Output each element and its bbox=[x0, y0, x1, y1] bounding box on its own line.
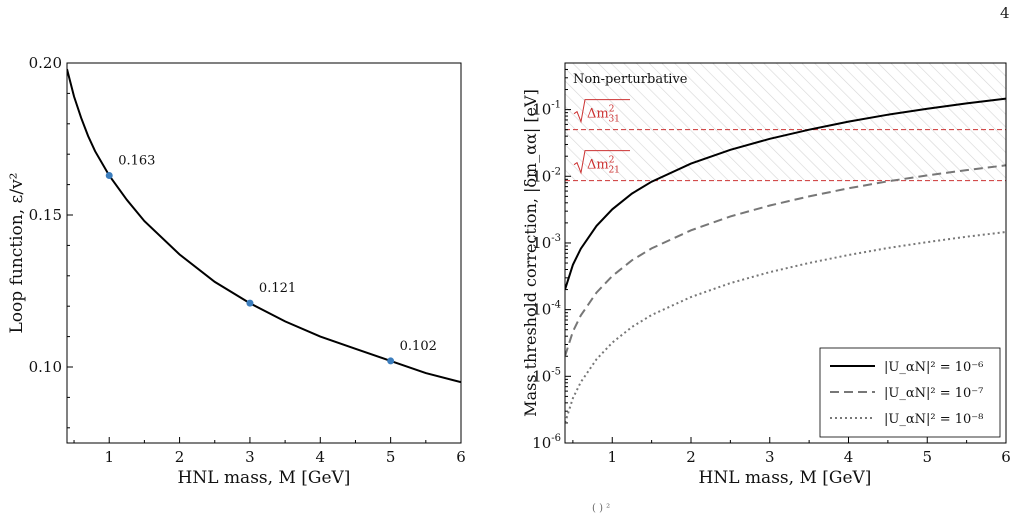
right-y-tick-exponent: -3 bbox=[551, 233, 561, 244]
neutrino-mass-label: Δm2 31 bbox=[587, 105, 620, 125]
page-number: 4 bbox=[1000, 4, 1010, 22]
left-y-tick-label: 0.10 bbox=[29, 358, 62, 376]
mixing-series-curve bbox=[565, 97, 1006, 290]
right-x-tick-label: 4 bbox=[844, 448, 854, 466]
right-y-tick-exponent: -2 bbox=[551, 166, 561, 177]
label-subscript: 21 bbox=[608, 166, 619, 176]
label-subscript: 31 bbox=[608, 115, 619, 125]
left-x-tick-label: 5 bbox=[386, 448, 396, 466]
neutrino-mass-label: Δm2 21 bbox=[587, 156, 620, 176]
left-plot-frame bbox=[66, 62, 462, 444]
left-y-tick-label: 0.20 bbox=[29, 54, 62, 72]
right-y-tick-exponent: -6 bbox=[551, 433, 561, 444]
data-point-marker bbox=[387, 357, 395, 365]
data-point-label: 0.102 bbox=[400, 339, 437, 354]
right-x-tick-label: 6 bbox=[1001, 448, 1011, 466]
legend-label: |U_αN|² = 10⁻⁸ bbox=[884, 412, 983, 427]
left-x-axis-label: HNL mass, M [GeV] bbox=[178, 468, 351, 488]
right-x-tick-label: 5 bbox=[922, 448, 932, 466]
left-y-tick-label: 0.15 bbox=[29, 206, 62, 224]
loop-function-chart: 1 2 3 4 5 6 0.10 0.15 0.20 0.163 0.121 0.102 HNL m… bbox=[7, 54, 466, 488]
legend-label: |U_αN|² = 10⁻⁶ bbox=[884, 360, 983, 375]
legend-label: |U_αN|² = 10⁻⁷ bbox=[884, 386, 983, 401]
left-x-tick-label: 6 bbox=[456, 448, 466, 466]
left-x-tick-label: 1 bbox=[104, 448, 114, 466]
left-x-tick-label: 4 bbox=[316, 448, 326, 466]
data-point-label: 0.121 bbox=[259, 281, 296, 296]
loop-function-curve bbox=[67, 68, 461, 384]
label-superscript: 2 bbox=[609, 105, 615, 115]
right-x-tick-label: 3 bbox=[765, 448, 775, 466]
right-x-axis-label: HNL mass, M [GeV] bbox=[699, 468, 872, 488]
right-y-axis-label: Mass threshold correction, |δm_αα| [eV] bbox=[521, 89, 540, 417]
radical-sign bbox=[573, 99, 630, 124]
non-perturbative-label: Non-perturbative bbox=[573, 72, 688, 87]
right-x-tick-label: 1 bbox=[607, 448, 617, 466]
legend: |U_αN|² = 10⁻⁶ |U_αN|² = 10⁻⁷ |U_αN|² = 10… bbox=[819, 347, 1001, 438]
mixing-series-curve bbox=[565, 231, 1006, 424]
left-x-tick-label: 3 bbox=[245, 448, 255, 466]
right-y-tick-label: 10-6 bbox=[532, 433, 561, 452]
mixing-series-curve bbox=[565, 164, 1006, 357]
left-y-axis-label: Loop function, ε/v² bbox=[7, 173, 27, 334]
label-superscript: 2 bbox=[609, 156, 615, 166]
radical-sign bbox=[573, 150, 630, 175]
right-y-tick-exponent: -1 bbox=[551, 100, 561, 111]
data-point-marker bbox=[105, 171, 113, 179]
data-point-marker bbox=[246, 299, 254, 307]
left-x-tick-label: 2 bbox=[175, 448, 185, 466]
right-plot-frame bbox=[564, 62, 1007, 444]
caption-fragment: ( ) ² bbox=[592, 503, 611, 514]
right-x-tick-label: 2 bbox=[686, 448, 696, 466]
right-y-tick-exponent: -5 bbox=[551, 366, 561, 377]
non-perturbative-region bbox=[565, 63, 1006, 181]
data-point-label: 0.163 bbox=[118, 153, 155, 168]
right-y-tick-exponent: -4 bbox=[551, 300, 561, 311]
